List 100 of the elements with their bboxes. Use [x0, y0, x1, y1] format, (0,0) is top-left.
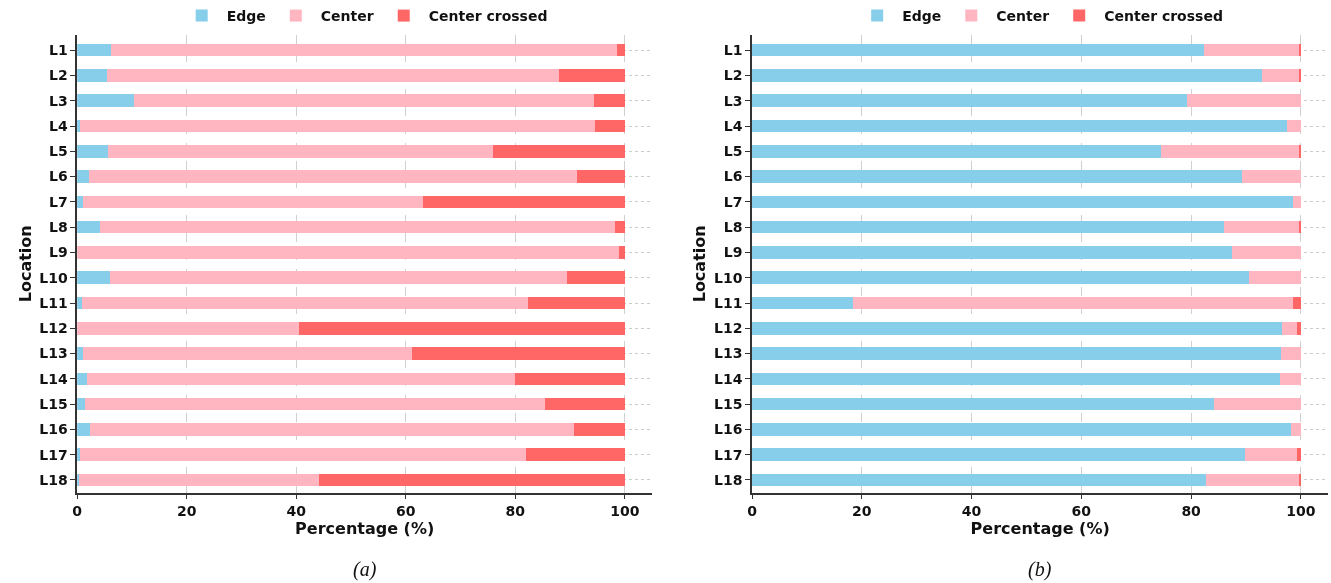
- bar: [752, 94, 1187, 108]
- y-tick-label: L6: [48, 168, 68, 185]
- y-axis-title: Location: [690, 225, 710, 303]
- y-tick-label: L5: [48, 143, 68, 160]
- x-tick-label: 60: [1071, 503, 1092, 520]
- y-tick-label: L13: [714, 345, 743, 362]
- bar: [853, 296, 1293, 310]
- bar: [87, 372, 516, 386]
- bar: [106, 69, 560, 82]
- y-tick-label: L12: [714, 320, 743, 337]
- bar: [109, 271, 567, 285]
- y-tick-label: L7: [723, 193, 743, 210]
- bar: [1205, 473, 1300, 487]
- y-tick-label: L8: [723, 219, 743, 236]
- bar: [77, 271, 110, 285]
- y-tick-label: L16: [39, 421, 68, 438]
- y-tick-label: L18: [714, 471, 743, 488]
- bar: [1299, 69, 1302, 82]
- y-tick-label: L17: [39, 446, 68, 463]
- bar: [752, 321, 1282, 335]
- legend-label: Center: [320, 8, 374, 25]
- x-axis-title: Percentage (%): [295, 519, 435, 539]
- y-tick-label: L4: [48, 117, 68, 134]
- bar: [77, 43, 111, 57]
- bar: [1203, 43, 1299, 57]
- bar: [1299, 473, 1302, 487]
- x-tick-label: 80: [505, 503, 526, 520]
- bar: [752, 473, 1206, 487]
- bar: [1241, 170, 1301, 183]
- bar: [1296, 321, 1301, 335]
- bar: [752, 43, 1204, 57]
- y-tick-label: L10: [714, 269, 743, 286]
- y-tick-label: L6: [723, 168, 743, 185]
- bar: [77, 170, 89, 183]
- bar: [1244, 448, 1297, 462]
- text: (a): [353, 558, 377, 581]
- bar: [752, 397, 1215, 411]
- bar: [83, 347, 412, 360]
- y-tick-label: L15: [714, 396, 743, 413]
- bar: [133, 94, 594, 108]
- bar: [77, 94, 134, 108]
- bar: [423, 195, 625, 209]
- bar: [1281, 321, 1297, 335]
- bar: [752, 246, 1233, 259]
- bar: [752, 271, 1249, 285]
- bar: [1296, 448, 1301, 462]
- y-tick-label: L2: [48, 67, 68, 84]
- bar: [752, 220, 1224, 234]
- y-tick-label: L15: [39, 396, 68, 413]
- y-tick-label: L2: [723, 67, 743, 84]
- y-tick-label: L14: [714, 370, 743, 387]
- y-tick-label: L10: [39, 269, 68, 286]
- legend-label: Center crossed: [1104, 8, 1223, 25]
- y-axis-title: Location: [15, 225, 35, 303]
- x-axis-title: Percentage (%): [970, 519, 1110, 539]
- bar: [79, 448, 526, 462]
- bar: [1261, 69, 1300, 82]
- bar: [1293, 195, 1301, 209]
- bar: [752, 144, 1161, 158]
- bar: [77, 144, 108, 158]
- x-tick-label: 0: [72, 503, 83, 520]
- x-tick-label: 40: [286, 503, 307, 520]
- bar: [411, 347, 625, 360]
- bar: [593, 94, 625, 108]
- y-tick-label: L12: [39, 320, 68, 337]
- legend-label: Edge: [226, 8, 266, 25]
- y-tick-label: L8: [48, 219, 68, 236]
- legend-label: Center crossed: [428, 8, 548, 25]
- bar: [573, 423, 625, 436]
- bar: [77, 321, 299, 335]
- y-tick-label: L9: [48, 244, 68, 261]
- bar: [525, 448, 625, 462]
- y-tick-label: L4: [723, 117, 743, 134]
- x-tick-label: 60: [396, 503, 416, 520]
- bar: [559, 69, 625, 82]
- y-tick-label: L14: [39, 370, 68, 387]
- bar: [1298, 144, 1301, 158]
- y-tick-label: L13: [39, 345, 68, 362]
- bar: [100, 220, 615, 234]
- bar: [1291, 423, 1301, 436]
- text: (b): [1028, 558, 1052, 581]
- bar: [1287, 119, 1301, 133]
- y-tick-label: L5: [723, 143, 743, 160]
- y-tick-label: L3: [48, 92, 68, 109]
- bar: [752, 347, 1282, 360]
- bar: [1232, 246, 1301, 259]
- bar: [107, 144, 493, 158]
- x-tick-label: 20: [176, 503, 197, 520]
- bar: [77, 246, 619, 259]
- y-tick-label: L7: [48, 193, 68, 210]
- y-tick-label: L3: [723, 92, 743, 109]
- bar: [752, 195, 1294, 209]
- y-tick-label: L9: [723, 244, 743, 261]
- bar: [616, 43, 625, 57]
- x-tick-label: 20: [852, 503, 872, 520]
- bar: [1280, 372, 1301, 386]
- y-tick-label: L1: [48, 42, 68, 59]
- x-tick-label: 100: [1286, 503, 1316, 520]
- y-tick-label: L11: [39, 294, 68, 311]
- bar: [752, 448, 1245, 462]
